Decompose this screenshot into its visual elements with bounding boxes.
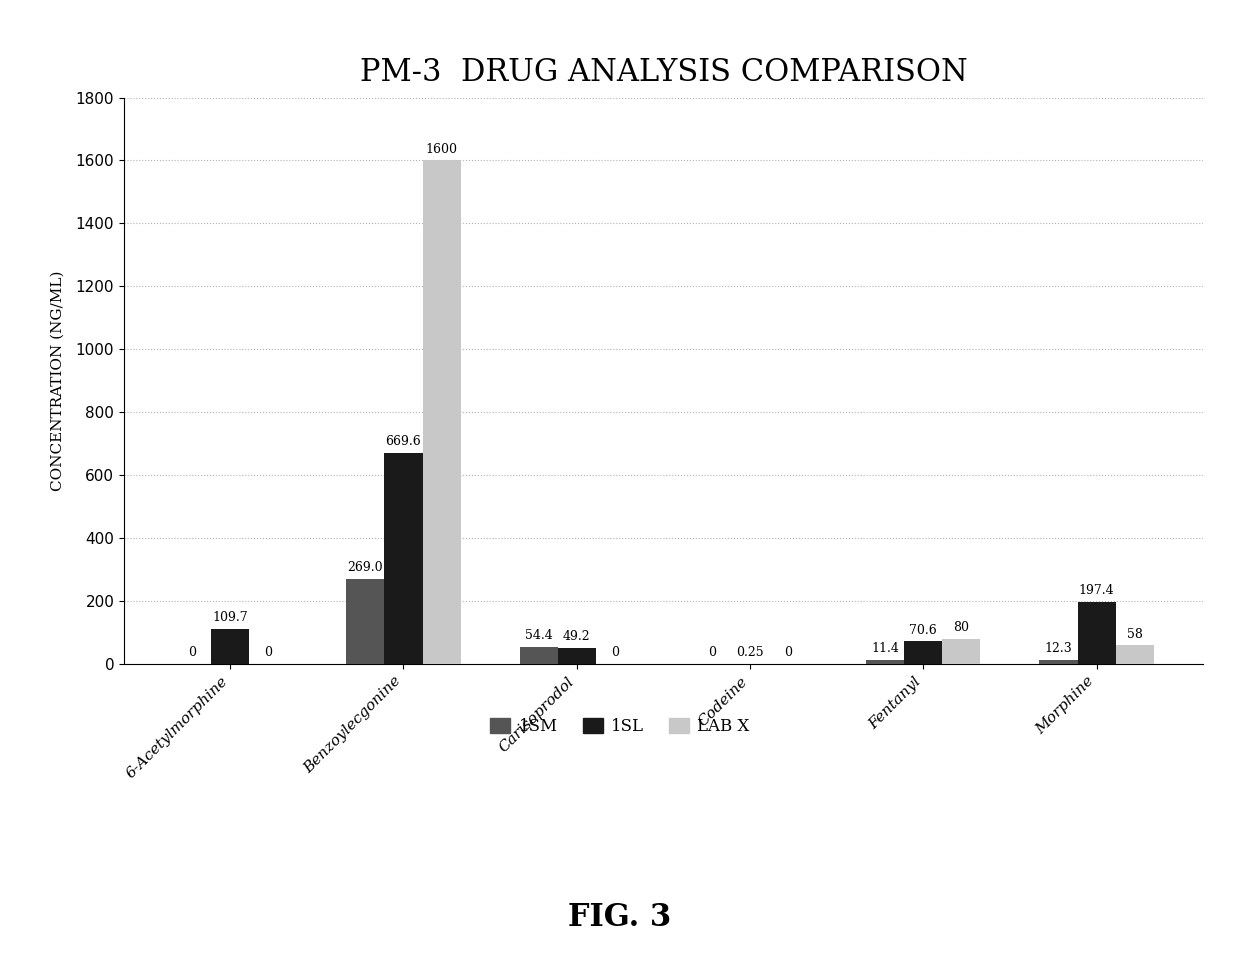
Bar — [866, 660, 904, 664]
Bar — [1116, 645, 1153, 664]
Y-axis label: CONCENTRATION (NG/ML): CONCENTRATION (NG/ML) — [51, 270, 64, 491]
Text: 49.2: 49.2 — [563, 630, 590, 643]
Bar — [558, 648, 596, 664]
Text: 70.6: 70.6 — [909, 624, 937, 636]
Text: 80: 80 — [954, 621, 970, 633]
Legend: 1SM, 1SL, LAB X: 1SM, 1SL, LAB X — [484, 712, 756, 742]
Bar — [346, 579, 384, 664]
Text: 58: 58 — [1127, 628, 1142, 640]
Bar — [1039, 660, 1078, 664]
Text: 0.25: 0.25 — [737, 646, 764, 659]
Text: 1600: 1600 — [425, 142, 458, 156]
Text: 669.6: 669.6 — [386, 435, 422, 448]
Text: 11.4: 11.4 — [872, 642, 899, 655]
Bar — [423, 160, 461, 664]
Bar — [211, 630, 249, 664]
Bar — [904, 641, 942, 664]
Title: PM-3  DRUG ANALYSIS COMPARISON: PM-3 DRUG ANALYSIS COMPARISON — [360, 57, 967, 88]
Text: 0: 0 — [708, 646, 715, 659]
Text: 109.7: 109.7 — [212, 611, 248, 625]
Bar — [520, 646, 558, 664]
Text: 12.3: 12.3 — [1044, 642, 1073, 655]
Bar — [1078, 601, 1116, 664]
Text: FIG. 3: FIG. 3 — [568, 902, 672, 933]
Text: 0: 0 — [611, 646, 619, 659]
Text: 0: 0 — [264, 646, 273, 659]
Text: 269.0: 269.0 — [347, 561, 383, 574]
Text: 54.4: 54.4 — [525, 629, 553, 642]
Bar — [942, 638, 981, 664]
Text: 197.4: 197.4 — [1079, 584, 1115, 597]
Bar — [384, 453, 423, 664]
Text: 0: 0 — [188, 646, 196, 659]
Text: 0: 0 — [784, 646, 792, 659]
